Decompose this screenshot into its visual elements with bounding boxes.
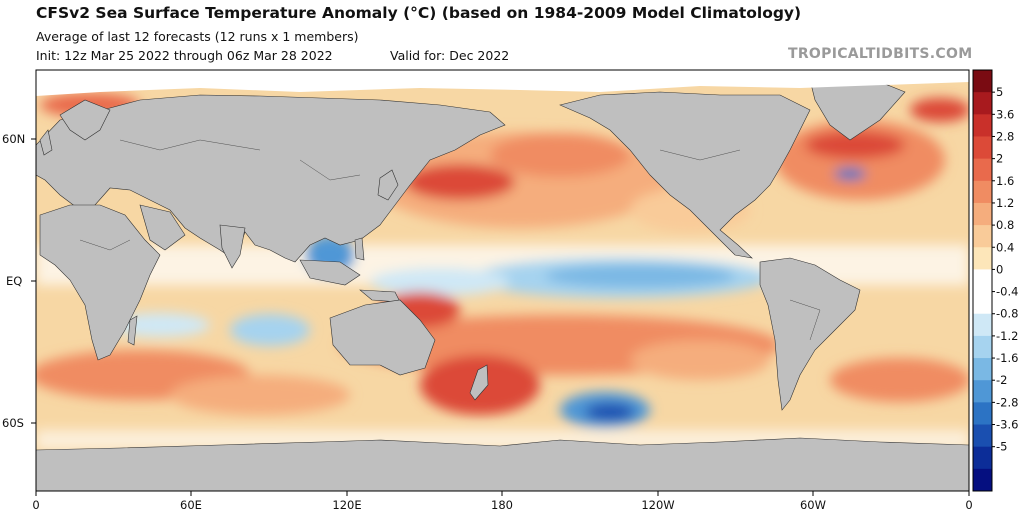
colorbar: 5 3.6 2.8 2 1.6 1.2 0.8 0.4 0 -0.4 -0.8 -1.2 -1.6 -2 -… <box>972 69 1018 492</box>
land-scandinavia <box>59 99 111 141</box>
colorbar-tick-label: -1.6 <box>996 351 1018 365</box>
colorbar-swatch <box>973 269 992 293</box>
land-arabia <box>139 204 186 251</box>
colorbar-tick-label: 1.6 <box>996 174 1014 188</box>
map-plot-area <box>36 70 969 491</box>
colorbar-tick-label: -1.2 <box>996 329 1018 343</box>
land-eurasia <box>36 94 506 263</box>
colorbar-swatch <box>973 92 992 115</box>
colorbar-swatch <box>973 114 992 137</box>
land-india <box>219 224 246 269</box>
lon-label-0-right: 0 <box>965 498 972 512</box>
chart-title: CFSv2 Sea Surface Temperature Anomaly (°… <box>36 4 802 22</box>
lon-label-180: 180 <box>491 498 513 512</box>
colorbar-swatch <box>973 335 992 359</box>
colorbar-tick-label: -2.8 <box>996 395 1018 409</box>
colorbar-swatch <box>973 158 992 182</box>
colorbar-tick-label: 0.8 <box>996 218 1014 232</box>
colorbar-tick-label: -0.8 <box>996 307 1018 321</box>
land-indonesia <box>299 259 361 286</box>
colorbar-swatch <box>973 136 992 160</box>
colorbar-tick-label: -5 <box>996 440 1007 454</box>
land-africa <box>39 204 161 361</box>
colorbar-tick-label: 1.2 <box>996 196 1014 210</box>
colorbar-tick-label: -0.4 <box>996 285 1018 299</box>
land-south-america <box>759 257 861 411</box>
colorbar-frame <box>972 69 993 492</box>
lat-label-eq: EQ <box>6 274 22 288</box>
colorbar-tick-label: 0.4 <box>996 240 1014 254</box>
colorbar-swatch <box>973 468 992 492</box>
lat-ticks <box>31 138 36 424</box>
colorbar-swatch <box>973 247 992 270</box>
lon-ticks <box>35 491 970 496</box>
colorbar-tick-label: 0 <box>996 262 1003 276</box>
chart-subtitle: Average of last 12 forecasts (12 runs x … <box>36 29 359 44</box>
colorbar-tick-label: 2 <box>996 152 1003 166</box>
land-japan <box>377 169 399 201</box>
colorbar-swatch <box>973 358 992 381</box>
init-time: Init: 12z Mar 25 2022 through 06z Mar 28… <box>36 48 333 63</box>
colorbar-swatch <box>973 225 992 248</box>
lon-label-60w: 60W <box>800 498 826 512</box>
land-madagascar <box>127 315 138 346</box>
colorbar-tick-label: 3.6 <box>996 107 1014 121</box>
lon-label-120w: 120W <box>641 498 674 512</box>
lon-label-60e: 60E <box>180 498 202 512</box>
lon-label-120e: 120E <box>332 498 361 512</box>
colorbar-tick-label: 5 <box>996 85 1003 99</box>
colorbar-swatch <box>973 313 992 337</box>
land-new-zealand <box>469 364 489 401</box>
colorbar-swatch <box>973 402 992 426</box>
colorbar-tick-label: 2.8 <box>996 129 1014 143</box>
colorbar-swatch <box>973 70 992 93</box>
land-antarctica <box>36 437 969 491</box>
colorbar-swatch <box>973 380 992 403</box>
brand-watermark: TROPICALTIDBITS.COM <box>788 46 973 62</box>
valid-time: Valid for: Dec 2022 <box>390 48 510 63</box>
colorbar-swatch <box>973 180 992 204</box>
lat-label-60s: 60S <box>2 416 24 430</box>
country-borders <box>79 139 821 341</box>
colorbar-swatch <box>973 446 992 470</box>
land-uk <box>39 129 53 156</box>
arctic-ice <box>36 70 969 96</box>
colorbar-tick-label: -3.6 <box>996 418 1018 432</box>
land-philippines <box>354 237 365 261</box>
land-north-america <box>559 91 811 259</box>
colorbar-tick-label: -2 <box>996 373 1007 387</box>
land-australia <box>329 299 436 376</box>
landmasses <box>36 77 906 411</box>
colorbar-swatch <box>973 424 992 448</box>
colorbar-swatch <box>973 202 992 226</box>
lat-label-60n: 60N <box>2 132 25 146</box>
lon-label-0-left: 0 <box>32 498 39 512</box>
colorbar-swatch <box>973 291 992 315</box>
